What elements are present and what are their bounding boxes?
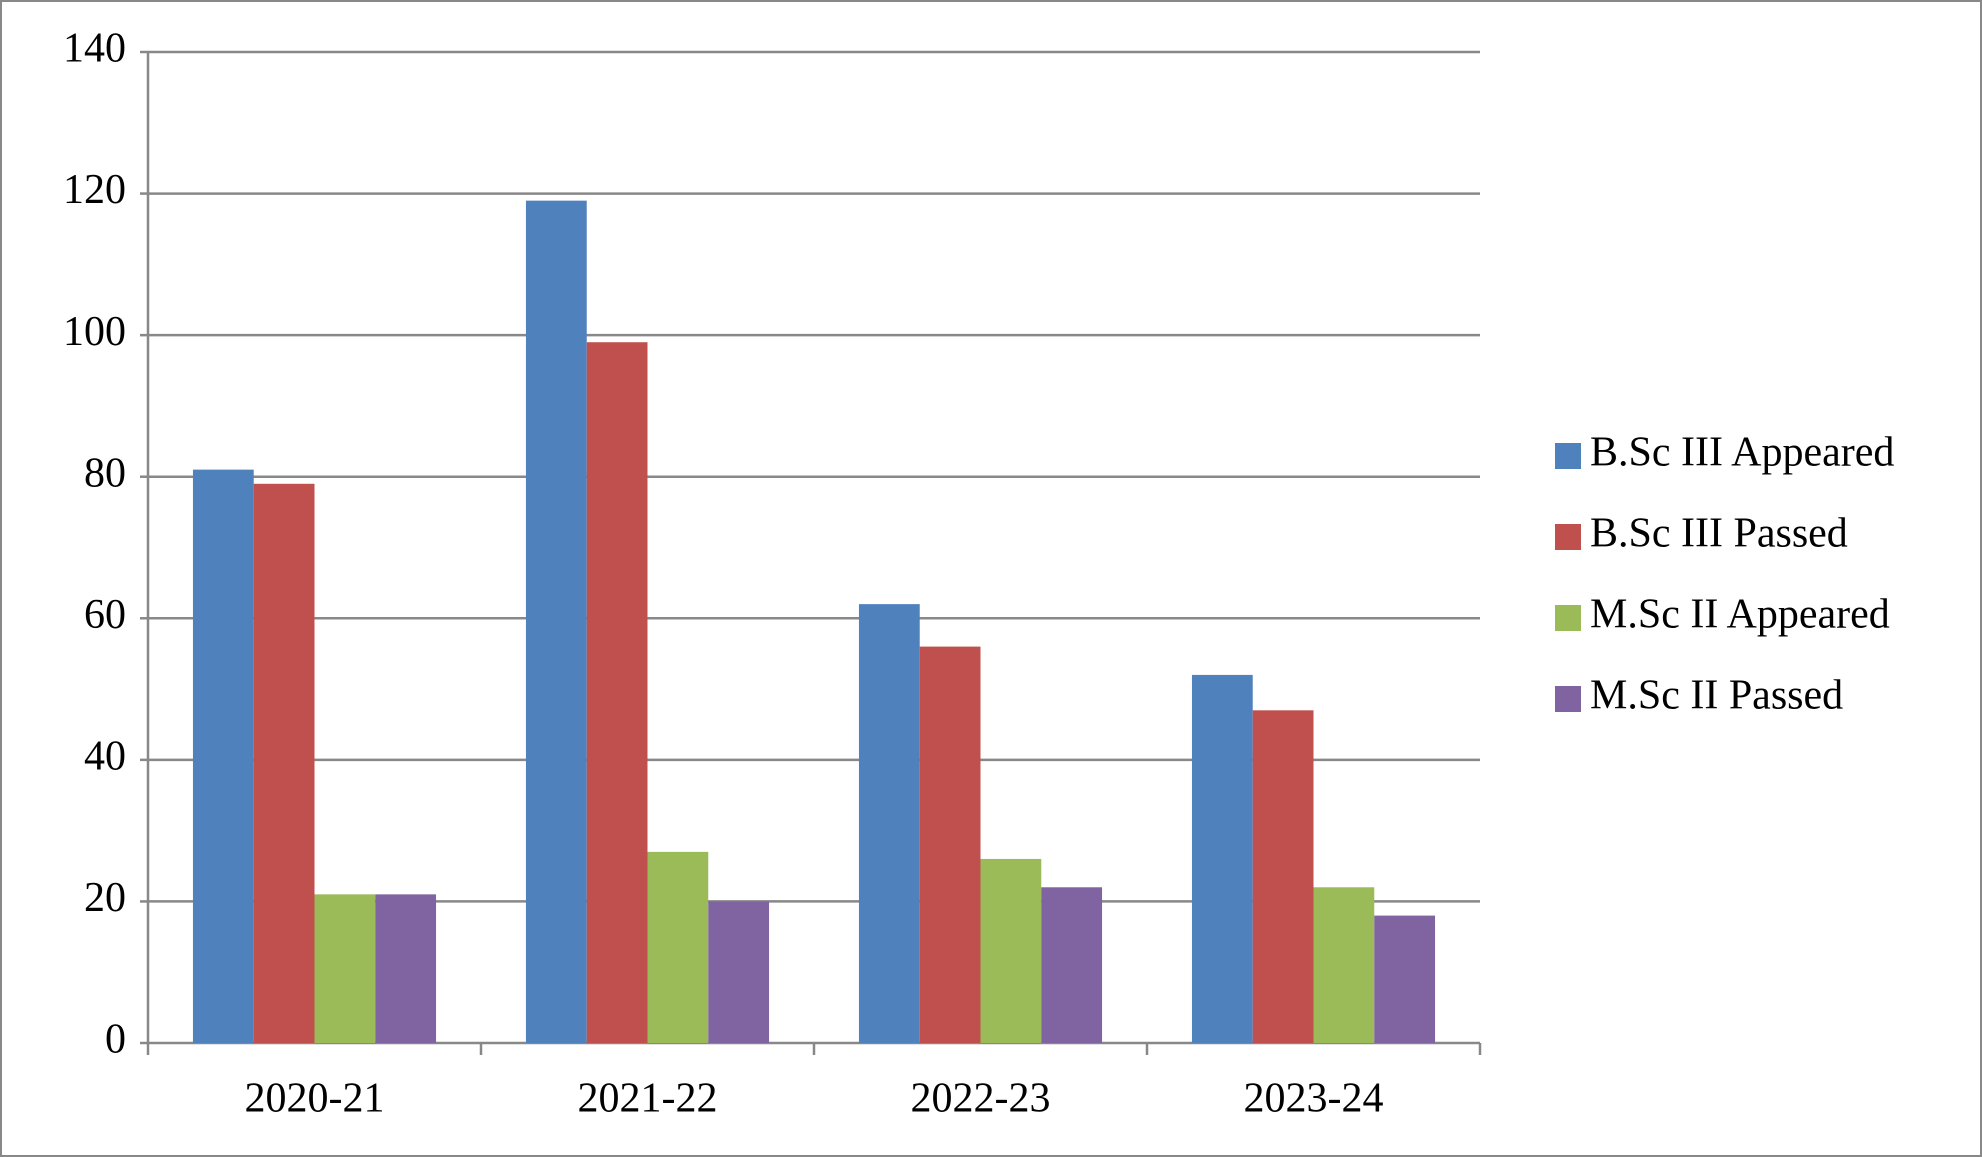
y-tick-label: 120 — [63, 167, 126, 213]
x-tick-label: 2023-24 — [1244, 1076, 1384, 1122]
legend-label: B.Sc III Appeared — [1590, 430, 1894, 476]
y-tick-label: 20 — [84, 875, 126, 921]
legend-label: M.Sc II Appeared — [1590, 592, 1890, 638]
bar — [1374, 915, 1436, 1043]
bar — [314, 894, 376, 1043]
legend-label: B.Sc III Passed — [1590, 511, 1848, 557]
bar — [708, 901, 770, 1043]
legend-swatch — [1555, 443, 1581, 469]
bar — [1191, 674, 1253, 1043]
y-tick-label: 0 — [105, 1017, 126, 1063]
bar — [919, 646, 981, 1043]
legend-swatch — [1555, 686, 1581, 712]
bar — [586, 342, 648, 1043]
bar — [1313, 887, 1375, 1043]
y-tick-label: 40 — [84, 733, 126, 779]
bar — [375, 894, 437, 1043]
x-tick-label: 2020-21 — [245, 1076, 385, 1122]
x-tick-label: 2021-22 — [578, 1076, 718, 1122]
y-tick-label: 140 — [63, 26, 126, 72]
legend-swatch — [1555, 524, 1581, 550]
bar — [1252, 710, 1314, 1043]
legend-swatch — [1555, 605, 1581, 631]
x-tick-label: 2022-23 — [911, 1076, 1051, 1122]
legend-label: M.Sc II Passed — [1590, 673, 1843, 719]
y-tick-label: 60 — [84, 592, 126, 638]
bar — [980, 858, 1042, 1043]
bar — [1041, 887, 1103, 1043]
bar — [192, 469, 254, 1043]
y-tick-label: 80 — [84, 450, 126, 496]
bar — [253, 483, 315, 1043]
y-tick-label: 100 — [63, 309, 126, 355]
bar — [647, 851, 709, 1043]
bar — [858, 604, 920, 1043]
bar — [525, 200, 587, 1043]
